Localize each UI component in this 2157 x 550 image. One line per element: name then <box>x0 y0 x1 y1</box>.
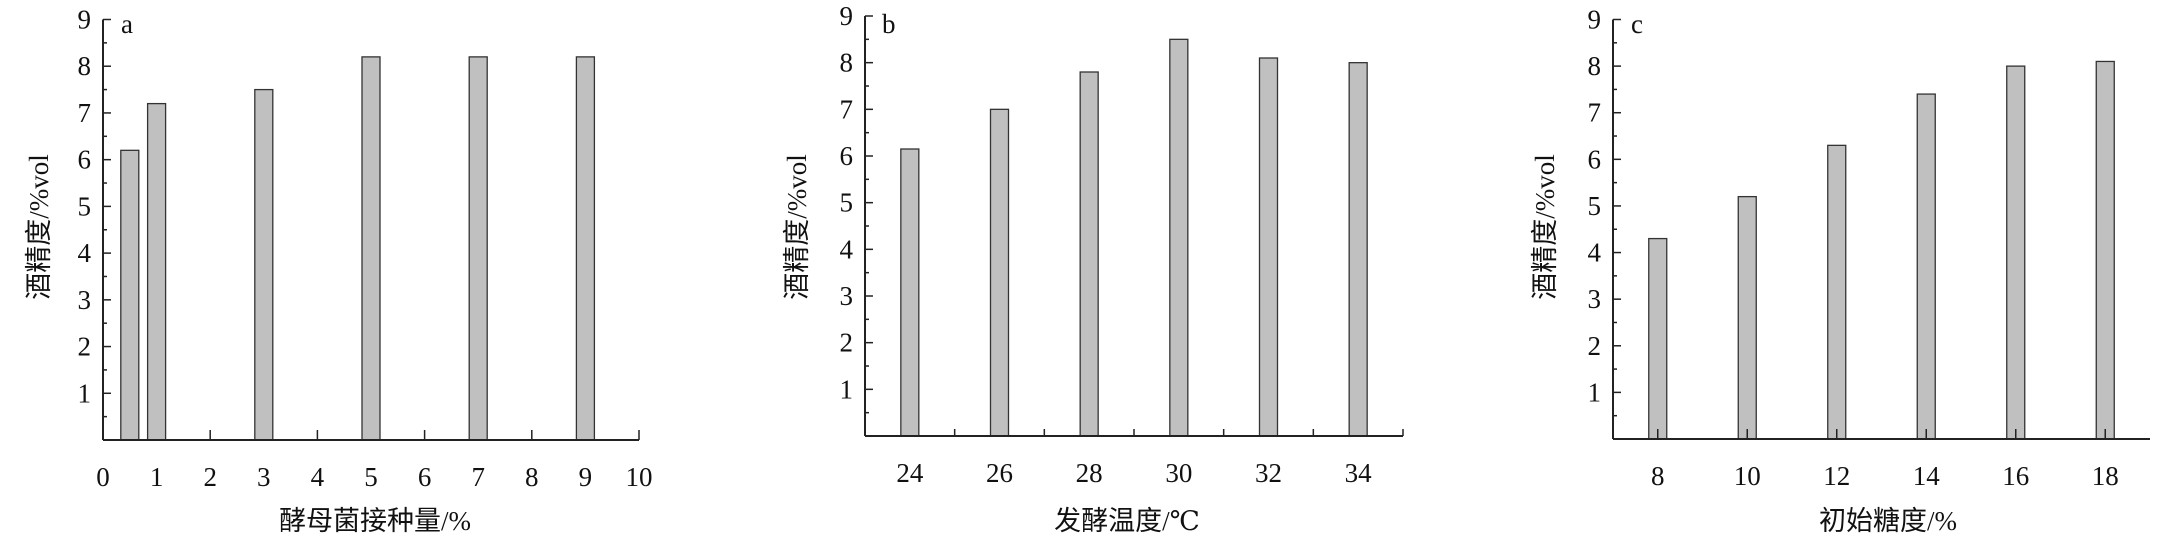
x-tick-label: 18 <box>2092 461 2119 491</box>
bar <box>1079 71 1099 437</box>
y-tick-label: 7 <box>78 98 92 128</box>
x-tick-label: 16 <box>2002 461 2029 491</box>
bar <box>2095 60 2115 440</box>
x-tick-label: 32 <box>1255 458 1282 488</box>
x-tick-label: 30 <box>1165 458 1192 488</box>
panel-a: a 酵母菌接种量/% 酒精度/%vol 0 1 2 3 4 5 6 7 8 9 10 1 2 3 4 5 6 7 8… <box>24 5 653 537</box>
x-tick-label: 10 <box>1734 461 1761 491</box>
bar <box>1737 195 1757 440</box>
x-tick-label: 7 <box>471 462 485 492</box>
x-tick-label: 10 <box>626 462 653 492</box>
y-tick-label: 9 <box>1588 5 1602 35</box>
bar <box>468 56 488 441</box>
x-tick-label: 8 <box>525 462 539 492</box>
x-tick-label: 28 <box>1076 458 1103 488</box>
bar <box>2006 65 2026 440</box>
y-tick-label: 3 <box>1588 284 1602 314</box>
y-tick-label: 5 <box>1588 191 1602 221</box>
y-tick-label: 4 <box>1588 238 1602 268</box>
y-tick-label: 6 <box>78 145 92 175</box>
y-tick-label: 4 <box>840 234 854 264</box>
x-tick-label: 0 <box>96 462 110 492</box>
x-tick-label: 34 <box>1345 458 1373 488</box>
x-tick-label: 12 <box>1823 461 1850 491</box>
y-tick-label: 8 <box>840 48 854 78</box>
bar <box>989 108 1010 437</box>
panel-label: a <box>121 9 133 39</box>
y-axis-label: 酒精度/%vol <box>24 154 54 300</box>
y-tick-label: 1 <box>840 374 854 404</box>
x-tick-label: 4 <box>311 462 325 492</box>
y-tick-label: 1 <box>1588 377 1602 407</box>
bar <box>1916 93 1936 440</box>
y-tick-label: 9 <box>840 1 854 31</box>
y-tick-label: 6 <box>840 141 854 171</box>
y-tick-label: 3 <box>78 285 92 315</box>
bar <box>1348 62 1368 437</box>
bar <box>1258 57 1279 437</box>
x-axis-label: 酵母菌接种量/% <box>279 506 471 536</box>
y-tick-label: 6 <box>1588 144 1602 174</box>
x-tick-label: 6 <box>418 462 432 492</box>
y-tick-label: 8 <box>78 51 92 81</box>
y-tick-label: 7 <box>1588 98 1602 128</box>
y-tick-label: 4 <box>78 238 92 268</box>
x-tick-label: 1 <box>150 462 164 492</box>
x-axis-label: 发酵温度/℃ <box>1054 506 1200 536</box>
bar <box>1827 144 1847 440</box>
x-tick-label: 3 <box>257 462 271 492</box>
y-tick-label: 1 <box>78 378 92 408</box>
y-tick-label: 7 <box>840 94 854 124</box>
y-tick-label: 9 <box>78 5 92 35</box>
bar <box>1648 237 1668 440</box>
x-tick-label: 9 <box>579 462 593 492</box>
bar <box>575 56 596 441</box>
y-tick-label: 3 <box>840 281 854 311</box>
y-tick-label: 2 <box>840 328 854 358</box>
y-tick-label: 2 <box>78 332 92 362</box>
bar <box>146 102 167 441</box>
y-tick-label: 5 <box>840 188 854 218</box>
x-axis-label: 初始糖度/% <box>1819 506 1957 536</box>
y-tick-label: 2 <box>1588 331 1602 361</box>
y-tick-label: 5 <box>78 191 92 221</box>
panel-label: c <box>1631 9 1643 39</box>
x-tick-label: 14 <box>1913 461 1941 491</box>
bar <box>1169 38 1189 437</box>
bar <box>120 149 140 441</box>
bar <box>254 88 274 441</box>
x-tick-label: 24 <box>896 458 924 488</box>
x-tick-label: 2 <box>203 462 217 492</box>
bar <box>361 56 381 441</box>
y-tick-label: 8 <box>1588 51 1602 81</box>
x-tick-label: 8 <box>1651 461 1665 491</box>
x-tick-label: 26 <box>986 458 1013 488</box>
y-axis-label: 酒精度/%vol <box>782 154 812 300</box>
panel-label: b <box>882 9 896 39</box>
bar <box>900 148 920 437</box>
y-axis-label: 酒精度/%vol <box>1530 154 1560 300</box>
x-tick-label: 5 <box>364 462 378 492</box>
